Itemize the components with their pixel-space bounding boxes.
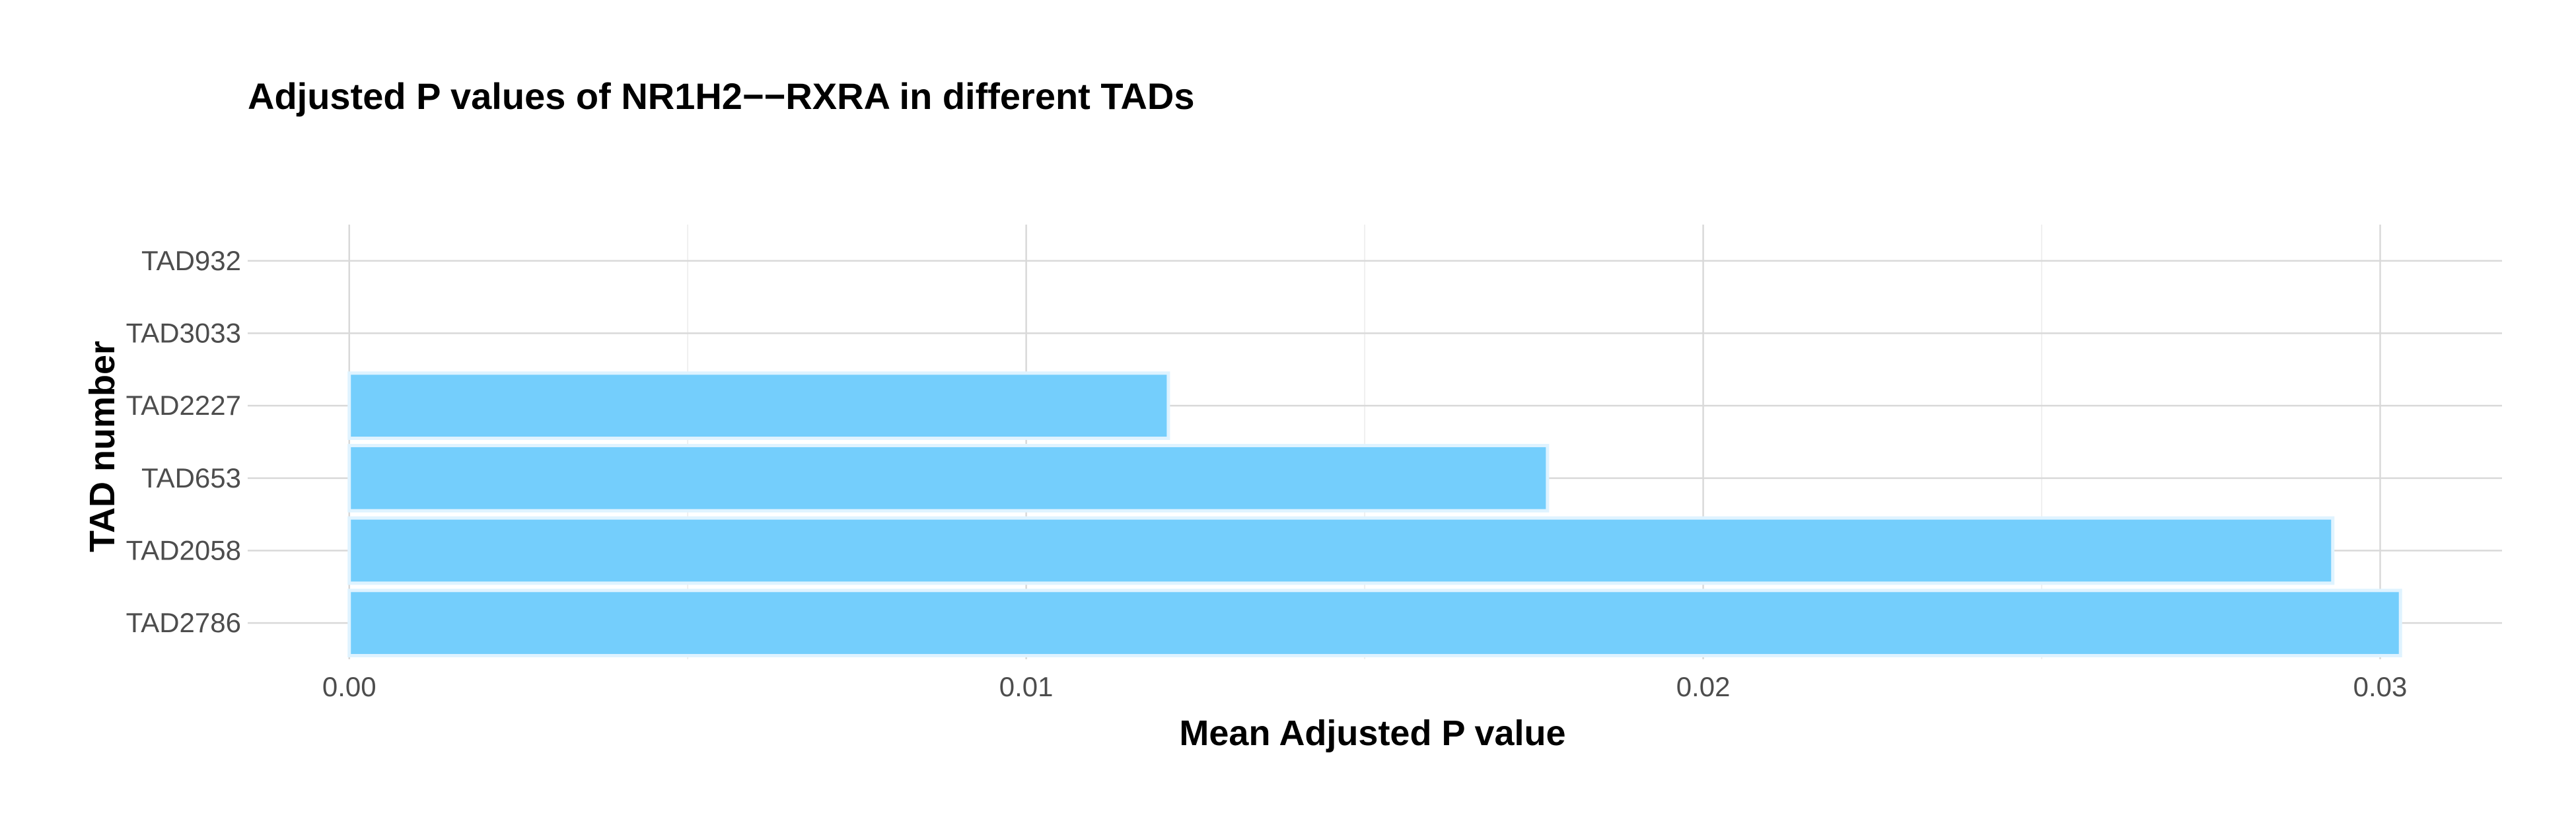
bar-tad2058 — [347, 516, 2335, 585]
y-tick-label: TAD3033 — [126, 318, 241, 349]
y-tick-label: TAD653 — [141, 462, 241, 493]
bar-tad2786 — [347, 589, 2402, 658]
x-tick-label: 0.03 — [2353, 671, 2408, 702]
x-tick-label: 0.01 — [999, 671, 1054, 702]
x-tick-label: 0.02 — [1676, 671, 1731, 702]
y-tick-labels: TAD932 TAD3033 TAD2227 TAD653 TAD2058 TAD2786 — [126, 245, 241, 638]
y-tick-label: TAD2786 — [126, 607, 241, 638]
y-axis-title: TAD number — [83, 341, 122, 552]
y-tick-label: TAD2227 — [126, 390, 241, 421]
x-axis-title: Mean Adjusted P value — [1179, 713, 1565, 753]
x-tick-label: 0.00 — [322, 671, 376, 702]
bar-tad653 — [347, 443, 1550, 513]
chart-title: Adjusted P values of NR1H2−−RXRA in diff… — [248, 75, 1194, 117]
y-tick-label: TAD2058 — [126, 535, 241, 566]
y-tick-label: TAD932 — [141, 245, 241, 276]
bars-layer — [347, 371, 2402, 658]
bar-tad2227 — [347, 371, 1170, 441]
x-tick-labels: 0.00 0.01 0.02 0.03 — [322, 671, 2408, 702]
